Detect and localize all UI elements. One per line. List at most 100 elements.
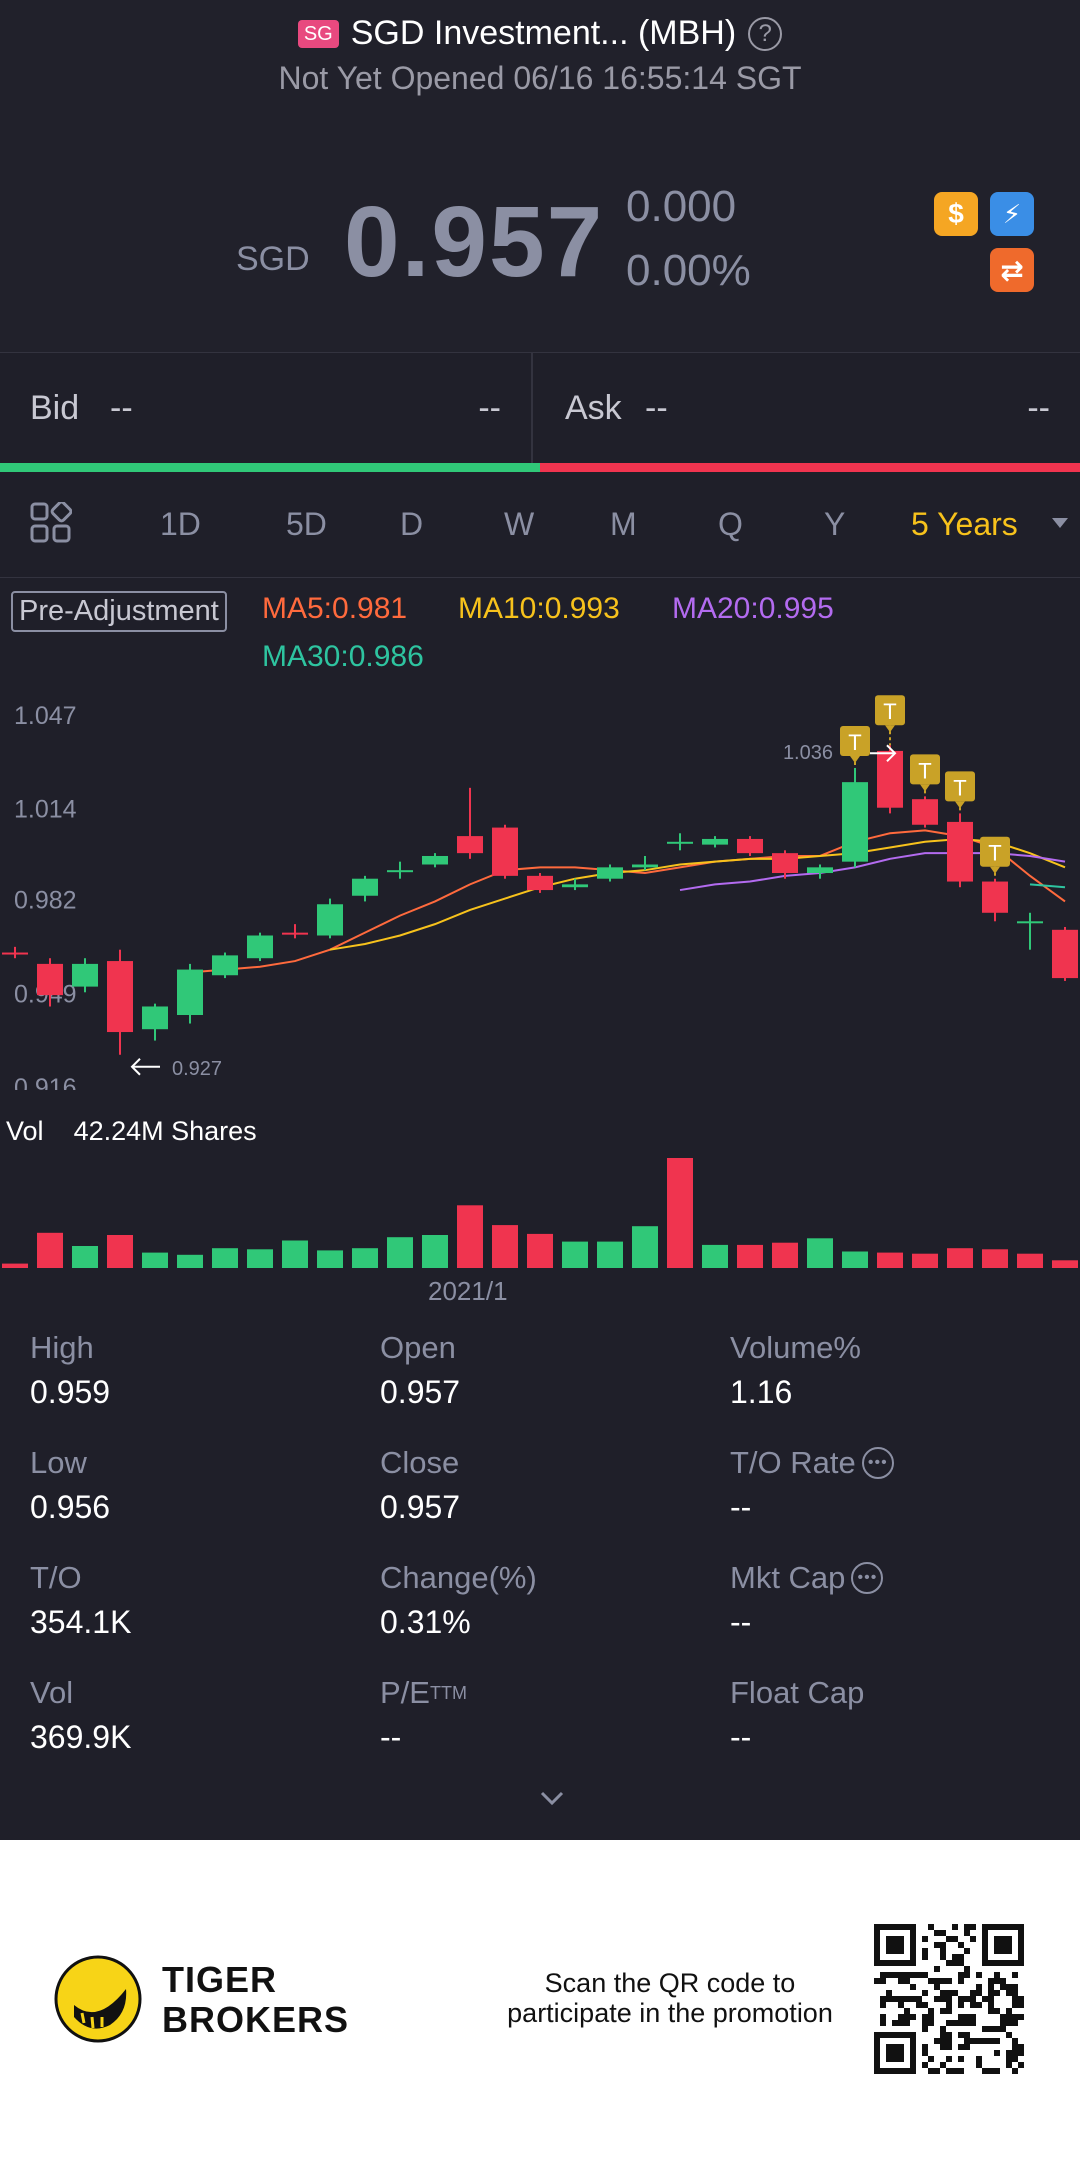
flash-icon[interactable]: ⚡ xyxy=(990,192,1034,236)
trade-marker[interactable]: T xyxy=(980,836,1010,879)
volume-bar xyxy=(352,1248,378,1268)
volume-bar xyxy=(632,1226,658,1268)
stat-label: T/O Rate ••• xyxy=(730,1445,894,1481)
ma20-label: MA20:0.995 xyxy=(672,592,834,625)
stat-label-text: Close xyxy=(380,1445,460,1480)
tab-week[interactable]: W xyxy=(504,506,535,542)
brand-line-1: TIGER xyxy=(162,1959,278,2000)
candle xyxy=(387,861,413,879)
stat-value: 369.9K xyxy=(30,1719,132,1755)
volume-title: Vol xyxy=(6,1116,44,1146)
ma5-label: MA5:0.981 xyxy=(262,592,408,625)
ma10-label: MA10:0.993 xyxy=(458,592,620,625)
candle xyxy=(247,932,273,962)
help-icon[interactable]: ? xyxy=(748,16,783,51)
y-tick-label: 1.014 xyxy=(14,796,77,824)
stat-label: Open xyxy=(380,1330,460,1366)
quote-header: SG SGD Investment... (MBH) ? Not Yet Ope… xyxy=(0,0,1080,352)
title-row: SG SGD Investment... (MBH) ? xyxy=(0,14,1080,53)
promo-line-2: participate in the promotion xyxy=(507,1998,833,2028)
stat-label: Float Cap xyxy=(730,1675,864,1711)
stat-label: Volume% xyxy=(730,1330,861,1366)
candle xyxy=(597,864,623,882)
candle xyxy=(772,850,798,879)
layout-grid-icon[interactable] xyxy=(30,502,72,544)
ma30-line xyxy=(1029,883,1066,889)
candle xyxy=(492,824,518,879)
trade-marker[interactable]: T xyxy=(840,725,870,768)
low-arrow-head xyxy=(130,1058,141,1076)
bid-ratio-fill xyxy=(0,463,540,472)
pre-adjustment-button[interactable]: Pre-Adjustment xyxy=(11,591,227,632)
volume-bar xyxy=(457,1205,483,1268)
stat-value: -- xyxy=(730,1604,752,1640)
stat-label: P/E TTM xyxy=(380,1675,467,1711)
low-price-annotation: 0.927 xyxy=(172,1058,222,1080)
candle xyxy=(72,958,98,993)
stat-mkt-cap: Mkt Cap ••• -- xyxy=(730,1560,884,1641)
candle xyxy=(1052,926,1078,981)
trade-marker-label: T xyxy=(953,775,966,800)
chevron-down-icon[interactable] xyxy=(538,1784,566,1812)
price-change-percent: 0.00% xyxy=(626,246,751,295)
stat-label-text: T/O xyxy=(30,1560,82,1595)
stat-vol: Vol 369.9K xyxy=(30,1675,131,1756)
stat-low: Low 0.956 xyxy=(30,1445,110,1526)
stat-label: Close xyxy=(380,1445,460,1481)
chevron-down-icon[interactable] xyxy=(1052,518,1068,528)
volume-chart xyxy=(0,1150,1080,1270)
bid-label: Bid xyxy=(30,389,80,427)
tab-year[interactable]: Y xyxy=(824,506,846,542)
tab-1d[interactable]: 1D xyxy=(160,506,201,542)
qr-code-icon[interactable] xyxy=(874,1924,1024,2074)
tiger-logo-icon xyxy=(54,1955,142,2043)
candle xyxy=(212,952,238,979)
volume-bar xyxy=(1052,1260,1078,1268)
volume-bar xyxy=(807,1238,833,1268)
trade-marker[interactable]: T xyxy=(910,754,940,797)
candle xyxy=(632,855,658,871)
stat-label-text: Volume% xyxy=(730,1330,861,1365)
candle xyxy=(107,949,133,1055)
price-currency: SGD xyxy=(236,240,310,278)
candle xyxy=(352,875,378,902)
more-info-icon[interactable]: ••• xyxy=(861,1447,894,1479)
stat-value: 0.31% xyxy=(380,1604,471,1640)
ma30-label: MA30:0.986 xyxy=(262,640,424,673)
bid-size: -- xyxy=(478,389,501,427)
stats-grid: High 0.959 Open 0.957 Volume% 1.16 Low 0.956 Clo… xyxy=(0,1320,1080,1840)
volume-bar xyxy=(842,1251,868,1268)
tab-month[interactable]: M xyxy=(610,506,637,542)
volume-bar xyxy=(142,1252,168,1268)
swap-icon[interactable]: ⇄ xyxy=(990,248,1034,292)
stat-label-text: Vol xyxy=(30,1675,74,1710)
trade-marker[interactable]: T xyxy=(945,771,975,814)
more-info-icon[interactable]: ••• xyxy=(851,1562,884,1594)
dollar-icon[interactable]: $ xyxy=(934,192,978,236)
volume-chart-svg xyxy=(2,1158,1078,1268)
tab-quarter[interactable]: Q xyxy=(718,506,743,542)
trade-marker[interactable]: T xyxy=(875,695,905,746)
volume-bar xyxy=(982,1249,1008,1268)
candle xyxy=(877,745,903,814)
stat-label-text: Change(%) xyxy=(380,1560,537,1595)
stat-float-cap: Float Cap -- xyxy=(730,1675,864,1756)
tab-day[interactable]: D xyxy=(400,506,424,542)
tab-5-years[interactable]: 5 Years xyxy=(911,506,1018,542)
stat-value: 354.1K xyxy=(30,1604,132,1640)
brand-line-2: BROKERS xyxy=(162,1999,350,2040)
volume-bar xyxy=(877,1252,903,1268)
volume-bar xyxy=(2,1263,28,1268)
volume-bar xyxy=(317,1250,343,1268)
candle xyxy=(982,878,1008,922)
volume-bar xyxy=(247,1249,273,1268)
tab-5d[interactable]: 5D xyxy=(286,506,327,542)
candle xyxy=(912,796,938,828)
ma5-line xyxy=(189,829,1066,974)
candle xyxy=(842,767,868,868)
stat-close: Close 0.957 xyxy=(380,1445,460,1526)
ask-section: Ask -- -- xyxy=(535,353,1080,467)
volume-value: 42.24M Shares xyxy=(73,1116,257,1146)
y-tick-label: 1.047 xyxy=(14,702,77,730)
